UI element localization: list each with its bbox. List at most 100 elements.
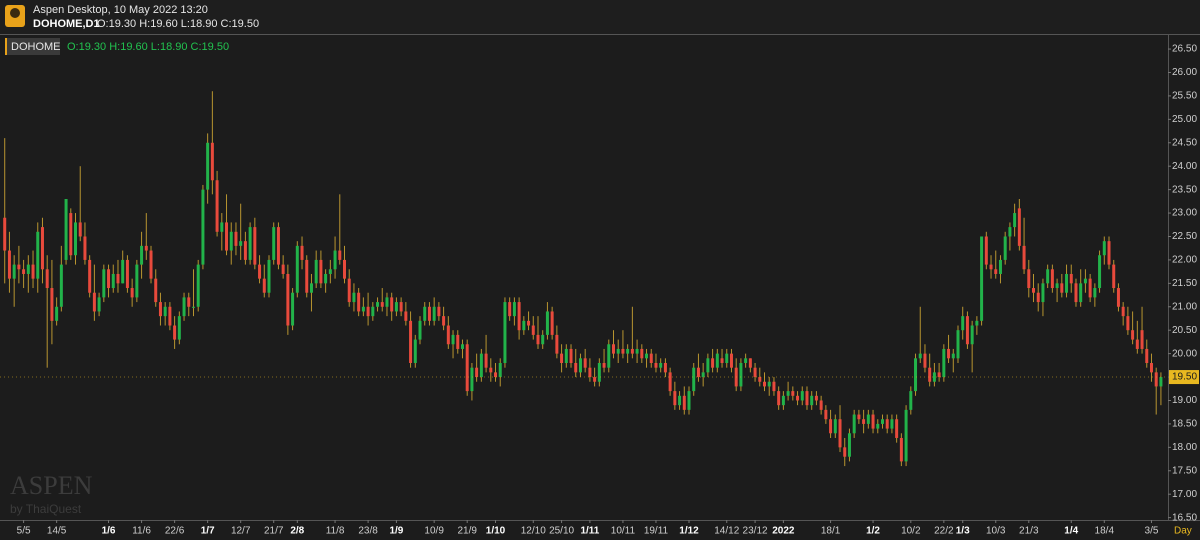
candle-body — [1093, 288, 1097, 298]
candle-body — [871, 414, 875, 429]
candle-body — [1116, 288, 1120, 307]
candle-body — [390, 297, 394, 312]
y-tick-label: 23.50 — [1172, 184, 1197, 195]
candle-body — [607, 344, 611, 368]
watermark: ASPEN — [10, 471, 93, 500]
candle-body — [352, 292, 356, 303]
candle-body — [40, 227, 44, 270]
candle-body — [361, 306, 365, 312]
candle-body — [50, 288, 54, 321]
candle-body — [522, 320, 526, 331]
candle-body — [191, 306, 195, 308]
candle-body — [725, 353, 729, 363]
candle-body — [376, 302, 380, 307]
y-tick-label: 22.50 — [1172, 231, 1197, 242]
candle-body — [1135, 339, 1139, 349]
x-tick-label: 10/2 — [901, 526, 921, 537]
candle-body — [980, 236, 984, 321]
candle-body — [140, 245, 144, 265]
candle-body — [810, 395, 814, 406]
candle-body — [739, 363, 743, 387]
candle-body — [654, 363, 658, 368]
candle-body — [158, 302, 162, 317]
candle-body — [196, 264, 200, 307]
candle-body — [121, 259, 125, 284]
candle-body — [649, 353, 653, 363]
candle-body — [484, 353, 488, 368]
candle-body — [1050, 269, 1054, 289]
y-tick-label: 21.50 — [1172, 278, 1197, 289]
candle-body — [314, 259, 318, 284]
candle-body — [1022, 245, 1026, 270]
candle-body — [17, 264, 21, 270]
candle-body — [187, 297, 191, 307]
candle-body — [456, 334, 460, 349]
legend-accent — [5, 38, 7, 55]
candle-body — [324, 273, 328, 284]
candle-body — [215, 180, 219, 232]
candle-body — [55, 306, 59, 321]
candle-body — [711, 358, 715, 368]
x-tick-label: 22/2 — [934, 526, 954, 537]
candle-body — [22, 269, 26, 274]
candle-body — [130, 288, 134, 298]
x-tick-label: 23/12 — [743, 526, 768, 537]
x-tick-label: 2/8 — [290, 526, 304, 537]
x-tick-label: 21/3 — [1019, 526, 1039, 537]
candle-body — [239, 241, 243, 246]
x-tick-label: 21/7 — [264, 526, 284, 537]
candle-body — [347, 278, 351, 303]
candle-body — [574, 363, 578, 373]
x-tick-label: 3/5 — [1145, 526, 1159, 537]
candle-body — [1159, 377, 1163, 387]
candle-body — [1074, 283, 1078, 303]
candle-body — [248, 227, 252, 260]
candle-body — [673, 391, 677, 406]
candle-body — [371, 306, 375, 317]
x-tick-label: 11/6 — [132, 526, 151, 537]
candle-body — [961, 316, 965, 331]
candle-body — [805, 391, 809, 406]
candle-body — [1149, 363, 1153, 373]
candle-body — [503, 302, 507, 363]
x-tick-label: 1/3 — [956, 526, 970, 537]
y-tick-label: 26.00 — [1172, 67, 1197, 78]
candle-body — [819, 400, 823, 410]
candle-body — [182, 297, 186, 317]
legend-ohlc: O:19.30 H:19.60 L:18.90 C:19.50 — [67, 41, 229, 53]
candle-body — [1112, 264, 1116, 289]
candle-body — [800, 391, 804, 401]
x-tick-label: 1/10 — [486, 526, 506, 537]
candle-body — [253, 227, 257, 265]
y-tick-label: 25.50 — [1172, 91, 1197, 102]
y-tick-label: 17.50 — [1172, 465, 1197, 476]
candle-body — [885, 419, 889, 429]
candle-body — [1131, 330, 1135, 340]
candle-body — [965, 316, 969, 345]
candle-body — [744, 358, 748, 363]
candle-body — [550, 311, 554, 335]
y-tick-label: 22.00 — [1172, 255, 1197, 266]
candle-body — [517, 302, 521, 331]
candle-body — [1154, 372, 1158, 387]
x-tick-label: 23/8 — [358, 526, 378, 537]
candle-body — [545, 311, 549, 335]
candle-body — [489, 367, 493, 373]
candle-body — [616, 348, 620, 354]
candle-body — [508, 302, 512, 317]
x-tick-label: 1/6 — [102, 526, 116, 537]
x-tick-label: 21/9 — [457, 526, 477, 537]
candle-body — [659, 363, 663, 368]
candle-body — [357, 292, 361, 312]
candle-body — [442, 316, 446, 326]
candle-body — [107, 269, 111, 289]
x-tick-label: 1/12 — [679, 526, 699, 537]
app-icon-mark — [10, 8, 20, 18]
candle-body — [663, 363, 667, 373]
candle-body — [1013, 213, 1017, 228]
candle-body — [564, 348, 568, 363]
candle-body — [923, 353, 927, 368]
candle-body — [560, 353, 564, 363]
candle-body — [225, 222, 229, 251]
candle-body — [1055, 283, 1059, 289]
